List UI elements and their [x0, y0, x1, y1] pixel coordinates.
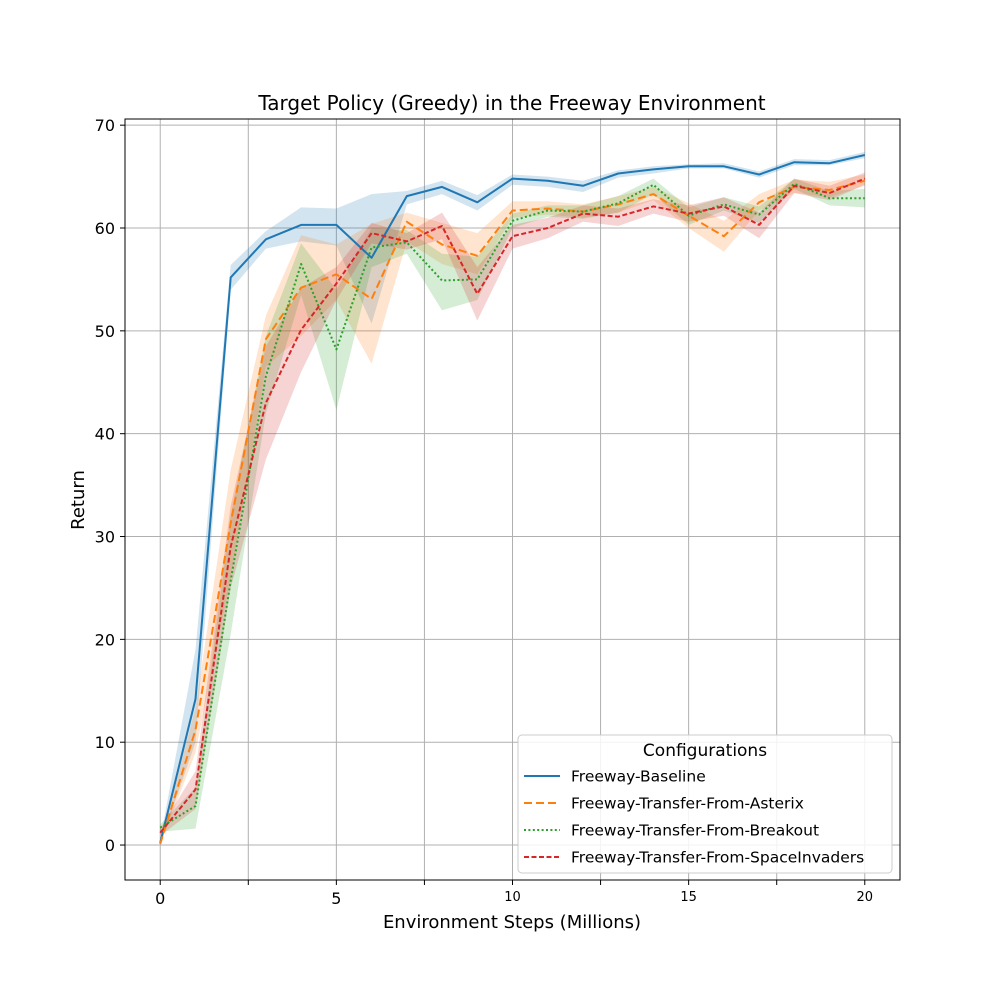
x-tick-label: 10 — [504, 890, 521, 905]
series-lines — [159, 154, 866, 845]
band-series-3 — [160, 178, 865, 832]
y-tick-label: 20 — [95, 630, 115, 649]
confidence-bands — [160, 151, 865, 845]
y-tick-label: 50 — [95, 322, 115, 341]
y-axis-label: Return — [68, 470, 89, 530]
chart-title: Target Policy (Greedy) in the Freeway En… — [257, 91, 765, 115]
line-series-3 — [159, 182, 865, 829]
y-tick-label: 30 — [95, 528, 115, 547]
y-tick-label: 0 — [105, 836, 115, 855]
legend: Configurations Freeway-Baseline Freeway-T… — [517, 734, 893, 874]
y-tick-label: 10 — [95, 733, 115, 752]
legend-box — [517, 734, 893, 874]
y-tick-label: 70 — [95, 116, 115, 135]
line-series-2 — [159, 179, 866, 845]
x-tick-label: 15 — [680, 890, 697, 905]
y-tick-label: 60 — [95, 219, 115, 238]
legend-label-2: Freeway-Transfer-From-Asterix — [571, 795, 804, 813]
x-tick-label: 20 — [856, 890, 873, 905]
legend-label-3: Freeway-Transfer-From-Breakout — [571, 822, 819, 840]
line-series-4 — [159, 177, 866, 834]
x-tick-label: 5 — [331, 889, 341, 908]
y-tick-label: 40 — [95, 425, 115, 444]
legend-entries: Freeway-Baseline Freeway-Transfer-From-As… — [524, 768, 864, 867]
x-tick-label: 0 — [155, 889, 165, 908]
legend-label-1: Freeway-Baseline — [571, 768, 706, 786]
line-series-1 — [159, 154, 866, 844]
x-axis-label: Environment Steps (Millions) — [383, 912, 641, 933]
legend-title: Configurations — [643, 741, 767, 761]
legend-label-4: Freeway-Transfer-From-SpaceInvaders — [571, 849, 864, 867]
axis-ticks: 0 5 10 15 20 0 10 20 30 40 50 60 70 — [95, 116, 873, 908]
